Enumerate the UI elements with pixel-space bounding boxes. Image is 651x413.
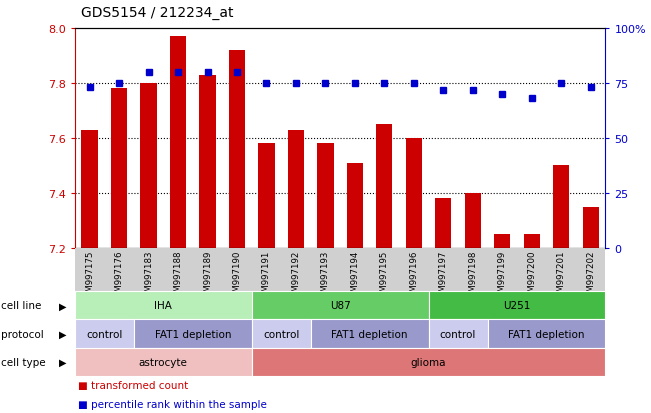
- Text: GSM997190: GSM997190: [232, 250, 242, 302]
- Bar: [111, 89, 127, 248]
- Text: GSM997192: GSM997192: [292, 250, 300, 302]
- Text: cell line: cell line: [1, 301, 41, 311]
- Text: GSM997201: GSM997201: [557, 250, 566, 302]
- Text: ■ transformed count: ■ transformed count: [78, 380, 188, 390]
- Text: GSM997194: GSM997194: [350, 250, 359, 302]
- Text: ▶: ▶: [59, 329, 67, 339]
- Text: GSM997198: GSM997198: [468, 250, 477, 302]
- Text: GSM997193: GSM997193: [321, 250, 330, 302]
- Text: GSM997189: GSM997189: [203, 250, 212, 302]
- Bar: [436, 199, 451, 248]
- Text: GSM997183: GSM997183: [144, 250, 153, 302]
- Bar: [317, 144, 333, 248]
- Bar: [583, 207, 599, 248]
- Text: GDS5154 / 212234_at: GDS5154 / 212234_at: [81, 6, 234, 20]
- Bar: [141, 84, 157, 248]
- Text: control: control: [440, 329, 477, 339]
- Bar: [406, 139, 422, 248]
- Text: FAT1 depletion: FAT1 depletion: [154, 329, 231, 339]
- Text: GSM997196: GSM997196: [409, 250, 419, 302]
- Text: astrocyte: astrocyte: [139, 357, 187, 367]
- Text: GSM997191: GSM997191: [262, 250, 271, 302]
- Bar: [229, 51, 245, 248]
- Bar: [494, 235, 510, 248]
- Text: GSM997202: GSM997202: [586, 250, 595, 302]
- Bar: [523, 235, 540, 248]
- Text: FAT1 depletion: FAT1 depletion: [331, 329, 408, 339]
- Text: glioma: glioma: [411, 357, 447, 367]
- Text: GSM997176: GSM997176: [115, 250, 124, 302]
- Text: ▶: ▶: [59, 301, 67, 311]
- Text: GSM997197: GSM997197: [439, 250, 448, 302]
- Text: control: control: [263, 329, 299, 339]
- Bar: [347, 163, 363, 248]
- Text: GSM997195: GSM997195: [380, 250, 389, 302]
- Text: GSM997175: GSM997175: [85, 250, 94, 302]
- Bar: [199, 76, 215, 248]
- Bar: [258, 144, 275, 248]
- Text: ■ percentile rank within the sample: ■ percentile rank within the sample: [78, 399, 267, 408]
- Text: FAT1 depletion: FAT1 depletion: [508, 329, 585, 339]
- Text: GSM997188: GSM997188: [174, 250, 182, 302]
- Text: control: control: [86, 329, 122, 339]
- Bar: [170, 37, 186, 248]
- Bar: [81, 131, 98, 248]
- Text: U87: U87: [330, 301, 350, 311]
- Text: IHA: IHA: [154, 301, 173, 311]
- Bar: [553, 166, 570, 248]
- Text: GSM997200: GSM997200: [527, 250, 536, 302]
- Text: GSM997199: GSM997199: [498, 250, 506, 302]
- Bar: [288, 131, 304, 248]
- Text: ▶: ▶: [59, 357, 67, 367]
- Text: U251: U251: [503, 301, 531, 311]
- Text: cell type: cell type: [1, 357, 46, 367]
- Bar: [376, 125, 393, 248]
- Bar: [465, 193, 481, 248]
- Text: protocol: protocol: [1, 329, 44, 339]
